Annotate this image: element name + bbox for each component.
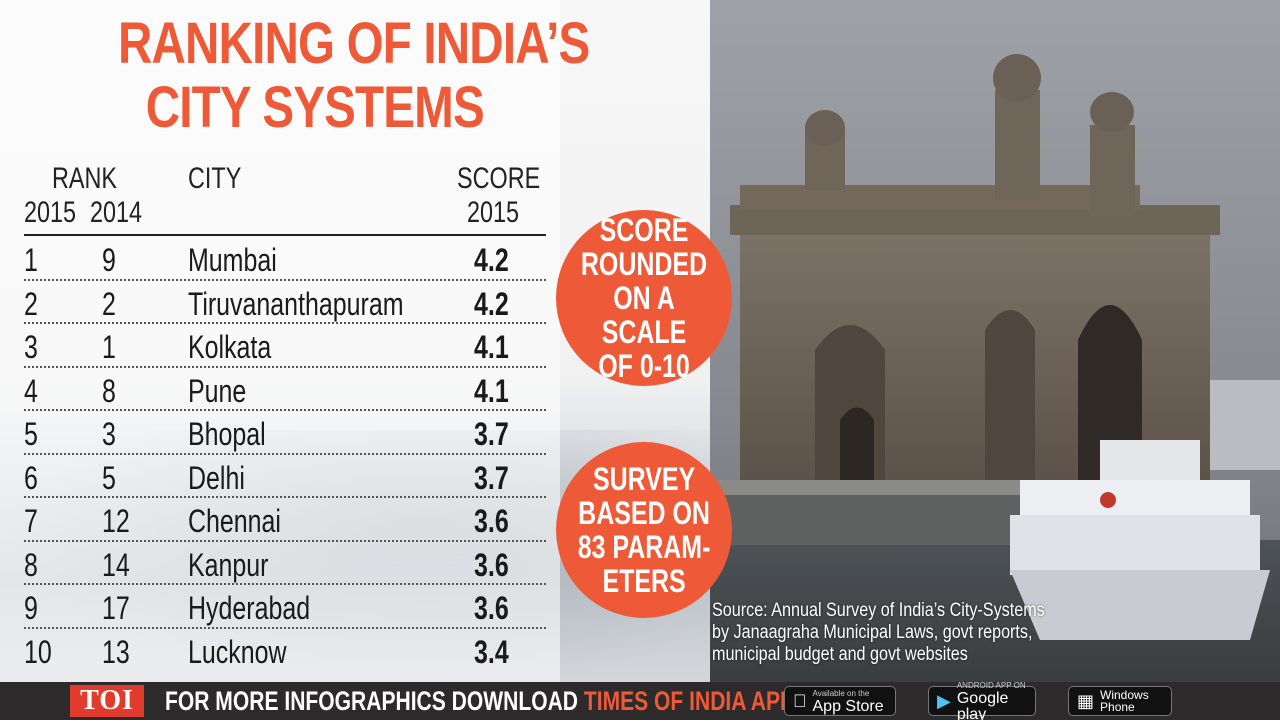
rank-2015-cell: 4 <box>24 372 38 409</box>
title-line-2: CITY SYSTEMS <box>145 75 485 140</box>
rank-2014-cell: 9 <box>102 242 116 278</box>
infographic-title: RANKING OF INDIA’S CITY SYSTEMS <box>118 11 590 140</box>
rank-2015-cell: 9 <box>24 590 38 626</box>
table-row: 6 5 Delhi 3.7 <box>24 455 546 498</box>
rank-2014-cell: 14 <box>102 546 130 583</box>
google-play-button[interactable]: ▶ ANDROID APP ON Google play <box>928 681 1036 722</box>
rank-2014-cell: 1 <box>102 329 116 365</box>
city-cell: Lucknow <box>188 633 287 670</box>
app-store-small-text: Available on the <box>799 688 870 698</box>
rank-2015-cell: 1 <box>24 242 38 278</box>
source-line-1: Source: Annual Survey of India’s City-Sy… <box>712 600 1045 621</box>
windows-label: Windows <box>1100 688 1149 702</box>
footer-download-text: FOR MORE INFOGRAPHICS DOWNLOAD TIMES OF … <box>165 686 794 716</box>
score-cell: 4.1 <box>474 372 509 409</box>
city-cell: Delhi <box>188 459 245 496</box>
city-cell: Mumbai <box>188 242 277 278</box>
gateway-of-india-photo <box>710 0 1280 682</box>
header-rule <box>24 234 546 236</box>
rank-2015-cell: 5 <box>24 416 38 452</box>
apple-icon:  <box>793 692 807 710</box>
rank-2014-cell: 13 <box>102 633 130 670</box>
header-rank-2014: 2014 <box>90 196 143 229</box>
score-cell: 3.6 <box>474 503 509 539</box>
rank-2015-cell: 8 <box>24 546 38 583</box>
app-store-label: App Store <box>799 697 884 715</box>
toi-logo[interactable]: TOI <box>70 685 144 717</box>
footer-text-highlight: TIMES OF INDIA APP <box>583 686 795 716</box>
table-row: 9 17 Hyderabad 3.6 <box>24 585 546 629</box>
windows-phone-label: Phone <box>1100 700 1135 714</box>
header-rank: RANK <box>52 162 118 195</box>
score-cell: 4.1 <box>474 329 509 365</box>
background-wash <box>0 0 560 682</box>
score-cell: 3.7 <box>474 459 509 496</box>
rank-2015-cell: 6 <box>24 459 38 496</box>
city-cell: Bhopal <box>188 416 266 452</box>
header-score-year: 2015 <box>467 196 520 229</box>
table-row: 5 3 Bhopal 3.7 <box>24 411 546 455</box>
score-cell: 3.6 <box>474 590 509 626</box>
table-row: 10 13 Lucknow 3.4 <box>24 629 546 673</box>
ranking-table: 1 9 Mumbai 4.2 2 2 Tiruvananthapuram 4.2 3 1 Kolka… <box>24 237 546 672</box>
rank-2014-cell: 17 <box>102 590 130 626</box>
rank-2015-cell: 10 <box>24 633 52 670</box>
header-rank-2015: 2015 <box>24 196 77 229</box>
header-city: CITY <box>188 162 242 195</box>
badge-score-scale: SCORE ROUNDED ON A SCALE OF 0-10 <box>556 210 732 386</box>
title-line-1: RANKING OF INDIA’S <box>118 11 590 76</box>
photo-illustration <box>710 0 1280 682</box>
table-row: 1 9 Mumbai 4.2 <box>24 237 546 281</box>
city-cell: Kolkata <box>188 329 272 365</box>
google-play-small-text: ANDROID APP ON <box>956 680 1026 690</box>
source-line-3: municipal budget and govt websites <box>712 644 968 665</box>
table-row: 7 12 Chennai 3.6 <box>24 498 546 542</box>
table-row: 3 1 Kolkata 4.1 <box>24 324 546 368</box>
footer-bar: TOI FOR MORE INFOGRAPHICS DOWNLOAD TIMES… <box>0 681 1280 722</box>
city-cell: Chennai <box>188 503 281 539</box>
table-row: 8 14 Kanpur 3.6 <box>24 542 546 585</box>
windows-icon: ▦ <box>1077 691 1095 711</box>
rank-2014-cell: 12 <box>102 503 130 539</box>
source-note: Source: Annual Survey of India’s City-Sy… <box>712 600 1052 666</box>
score-cell: 4.2 <box>474 242 509 278</box>
city-cell: Hyderabad <box>188 590 311 626</box>
rank-2014-cell: 3 <box>102 416 116 452</box>
score-cell: 3.7 <box>474 416 509 452</box>
rank-2014-cell: 5 <box>102 459 116 496</box>
city-cell: Tiruvananthapuram <box>188 285 404 322</box>
score-cell: 4.2 <box>474 285 509 322</box>
app-store-button[interactable]:  Available on the App Store <box>784 686 896 716</box>
table-row: 2 2 Tiruvananthapuram 4.2 <box>24 281 546 324</box>
badge-score-scale-text: SCORE ROUNDED ON A SCALE OF 0-10 <box>580 212 708 384</box>
ferry-boat <box>1010 440 1270 640</box>
source-line-2: by Janaagraha Municipal Laws, govt repor… <box>712 622 1033 643</box>
windows-phone-button[interactable]: ▦ Windows Phone <box>1068 686 1172 716</box>
rank-2015-cell: 3 <box>24 329 38 365</box>
google-play-icon: ▶ <box>937 691 951 711</box>
rank-2014-cell: 8 <box>102 372 116 409</box>
rank-2014-cell: 2 <box>102 285 116 322</box>
rank-2015-cell: 7 <box>24 503 38 539</box>
google-play-label: Google play <box>956 689 1009 723</box>
footer-text-plain: FOR MORE INFOGRAPHICS DOWNLOAD <box>165 686 584 716</box>
city-cell: Kanpur <box>188 546 269 583</box>
table-row: 4 8 Pune 4.1 <box>24 368 546 411</box>
badge-survey-parameters-text: SURVEY BASED ON 83 PARAM- ETERS <box>577 461 711 599</box>
rank-2015-cell: 2 <box>24 285 38 322</box>
badge-survey-parameters: SURVEY BASED ON 83 PARAM- ETERS <box>556 442 732 618</box>
score-cell: 3.6 <box>474 546 509 583</box>
header-score: SCORE <box>457 162 541 195</box>
score-cell: 3.4 <box>474 633 509 670</box>
city-cell: Pune <box>188 372 247 409</box>
